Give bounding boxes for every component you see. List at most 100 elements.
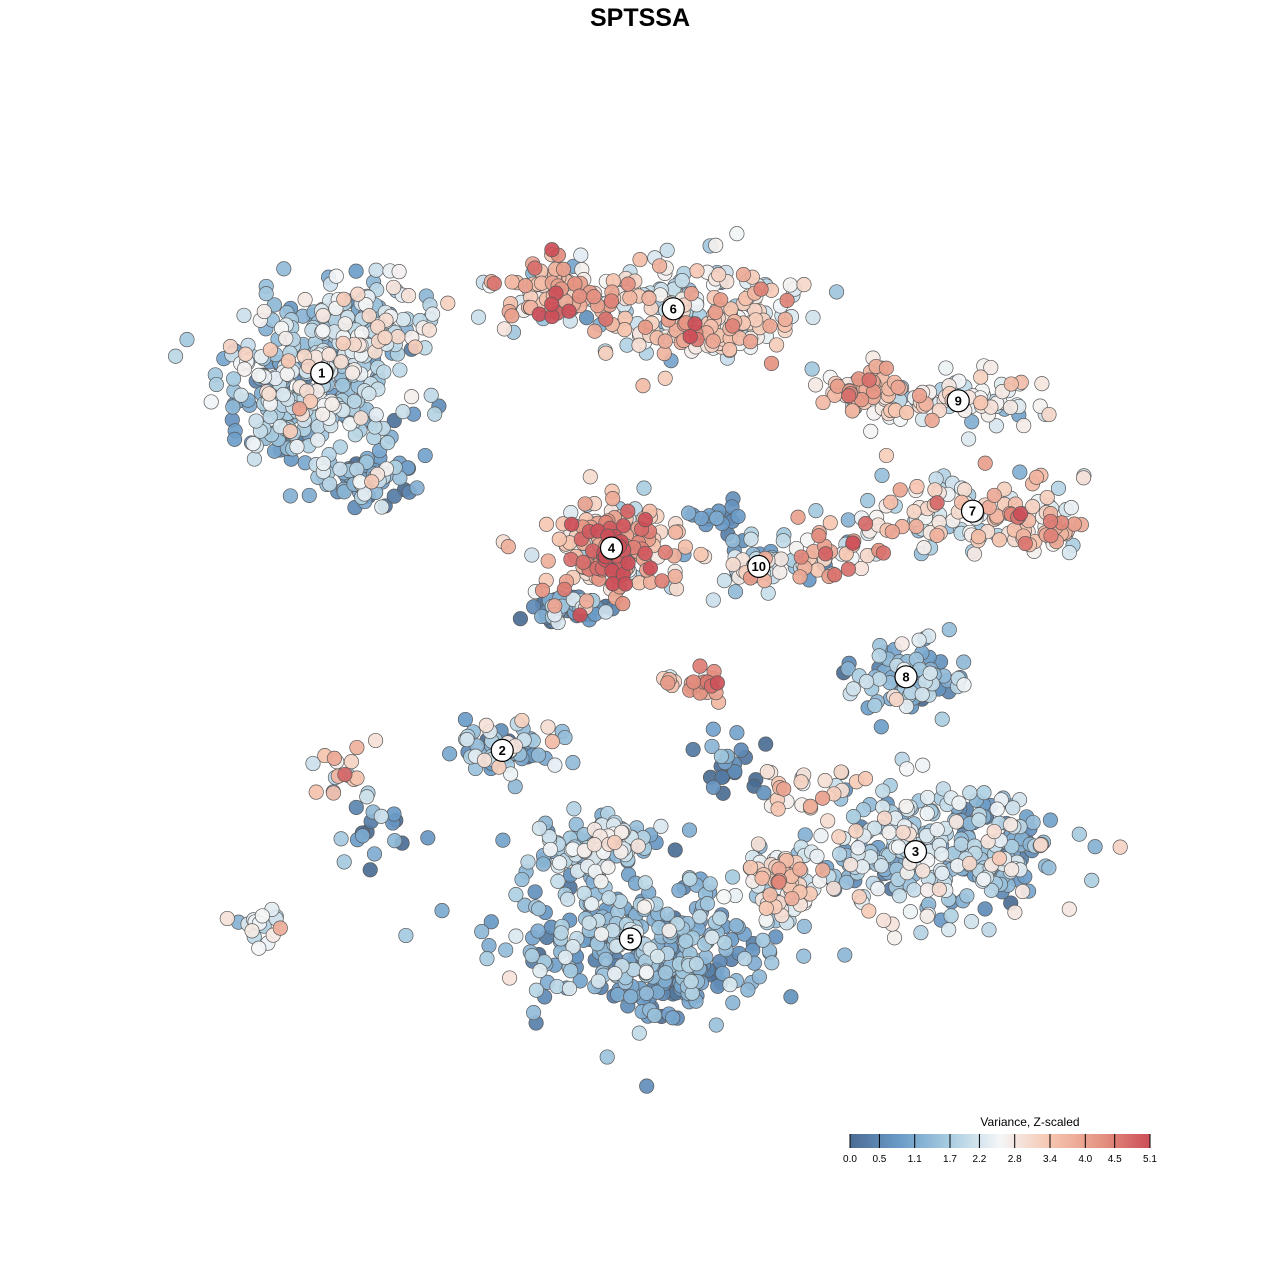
cell-point-cluster-3 — [1042, 812, 1058, 828]
cell-point-cluster-7 — [1028, 469, 1045, 485]
cell-point-cluster-5 — [549, 978, 565, 995]
cell-point-cluster-3 — [754, 870, 770, 886]
cell-point-cluster-3 — [931, 881, 947, 897]
cell-point-cluster-9 — [899, 404, 915, 421]
cell-point-cluster-3 — [1003, 817, 1019, 833]
cell-point-cluster-2 — [491, 759, 507, 775]
cell-point-cluster-4 — [620, 503, 636, 519]
cell-point-cluster-3 — [1005, 800, 1021, 816]
cell-point-cluster-8 — [793, 774, 809, 790]
cell-point-cluster-1 — [251, 367, 267, 383]
cell-point-cluster-3 — [989, 801, 1005, 817]
cell-point-cluster-5 — [474, 924, 490, 940]
cell-point-cluster-3 — [870, 881, 886, 897]
cell-point-cluster-5 — [483, 914, 499, 930]
cell-point-cluster-8 — [894, 636, 910, 652]
cell-point-cluster-5 — [638, 964, 655, 980]
cell-point-cluster-5 — [725, 869, 741, 885]
cell-point-cluster-2 — [254, 908, 270, 924]
cell-point-cluster-3 — [1004, 839, 1020, 855]
cell-point-cluster-5 — [550, 873, 566, 889]
cell-point-cluster-3 — [843, 857, 859, 873]
cell-point-cluster-5 — [702, 876, 718, 892]
cell-point-cluster-5 — [665, 1010, 681, 1026]
cell-point-cluster-8 — [888, 691, 904, 708]
cell-point-cluster-5 — [495, 832, 511, 848]
legend-tick-label: 2.2 — [972, 1154, 986, 1165]
cluster-label-9: 9 — [946, 389, 970, 413]
cell-point-cluster-2 — [305, 755, 321, 772]
cell-point-cluster-1 — [349, 461, 365, 477]
cluster-label-text: 1 — [318, 366, 325, 381]
cluster-label-text: 5 — [627, 932, 634, 947]
cluster-label-2: 2 — [490, 738, 514, 763]
cell-point-cluster-5 — [636, 899, 652, 915]
cell-point-cluster-2 — [355, 828, 371, 844]
cell-point-cluster-9 — [863, 423, 879, 439]
cell-point-cluster-10 — [730, 508, 746, 524]
cell-point-cluster-5 — [530, 923, 546, 939]
cell-point-cluster-1 — [328, 268, 344, 284]
cell-point-cluster-8 — [770, 801, 786, 817]
cell-point-cluster-4 — [577, 496, 593, 512]
cell-point-cluster-5 — [751, 969, 767, 985]
cluster-label-7: 7 — [960, 499, 985, 523]
cell-point-cluster-10 — [709, 510, 725, 526]
legend-colorbar — [850, 1134, 1150, 1148]
cell-point-cluster-1 — [246, 451, 262, 467]
cell-point-cluster-6 — [603, 293, 620, 309]
cell-point-cluster-3 — [1084, 872, 1100, 888]
cluster-label-badge — [903, 839, 928, 864]
cell-point-cluster-3 — [1015, 883, 1031, 900]
cell-point-cluster-5 — [715, 965, 731, 982]
cell-point-cluster-8 — [776, 781, 792, 797]
cell-point-cluster-5 — [508, 887, 524, 903]
cell-point-cluster-1 — [335, 335, 351, 351]
cell-point-cluster-3 — [913, 925, 929, 941]
cell-point-cluster-3 — [796, 918, 812, 934]
cell-point-cluster-7 — [957, 482, 973, 498]
cell-point-cluster-3 — [1025, 814, 1041, 831]
cell-point-cluster-3 — [820, 813, 836, 829]
cell-point-cluster-2 — [547, 757, 563, 773]
cell-point-cluster-4 — [582, 469, 598, 485]
cell-point-cluster-1 — [227, 431, 243, 447]
cell-point-cluster-6 — [748, 312, 764, 328]
cell-point-cluster-6 — [657, 370, 673, 386]
cell-point-cluster-9 — [988, 418, 1004, 434]
cell-point-cluster-4 — [579, 593, 595, 609]
cell-point-cluster-9 — [973, 395, 989, 411]
cell-point-cluster-6 — [779, 292, 795, 308]
cell-point-cluster-7 — [977, 455, 993, 471]
cell-point-cluster-1 — [315, 406, 331, 422]
cell-point-cluster-5 — [599, 1049, 615, 1065]
cell-point-cluster-6 — [504, 308, 520, 324]
cell-point-cluster-7 — [818, 546, 834, 562]
cell-point-cluster-4 — [677, 539, 693, 555]
cell-point-cluster-1 — [324, 396, 340, 412]
points-layer — [168, 226, 1128, 1094]
cell-point-cluster-5 — [527, 884, 543, 900]
cell-point-cluster-5 — [683, 973, 699, 990]
cell-point-cluster-3 — [637, 875, 653, 891]
cell-point-cluster-2 — [459, 732, 475, 748]
cell-point-cluster-1 — [386, 279, 402, 295]
cell-point-cluster-2 — [348, 799, 364, 815]
cell-point-cluster-1 — [425, 306, 441, 322]
cell-point-cluster-4 — [500, 539, 516, 555]
cell-point-cluster-3 — [959, 888, 975, 904]
cell-point-cluster-7 — [875, 545, 891, 561]
cell-point-cluster-5 — [526, 1005, 542, 1021]
cell-point-cluster-1 — [315, 323, 331, 339]
cell-point-cluster-8 — [727, 764, 743, 780]
cell-point-cluster-2 — [386, 806, 402, 822]
cell-point-cluster-6 — [711, 267, 727, 283]
cluster-label-badge — [618, 927, 643, 951]
cell-point-cluster-5 — [699, 896, 715, 912]
cluster-label-5: 5 — [618, 927, 643, 951]
cell-point-cluster-3 — [981, 922, 997, 938]
cell-point-cluster-4 — [636, 480, 652, 496]
cell-point-cluster-4 — [512, 611, 528, 627]
cell-point-cluster-9 — [861, 372, 877, 388]
